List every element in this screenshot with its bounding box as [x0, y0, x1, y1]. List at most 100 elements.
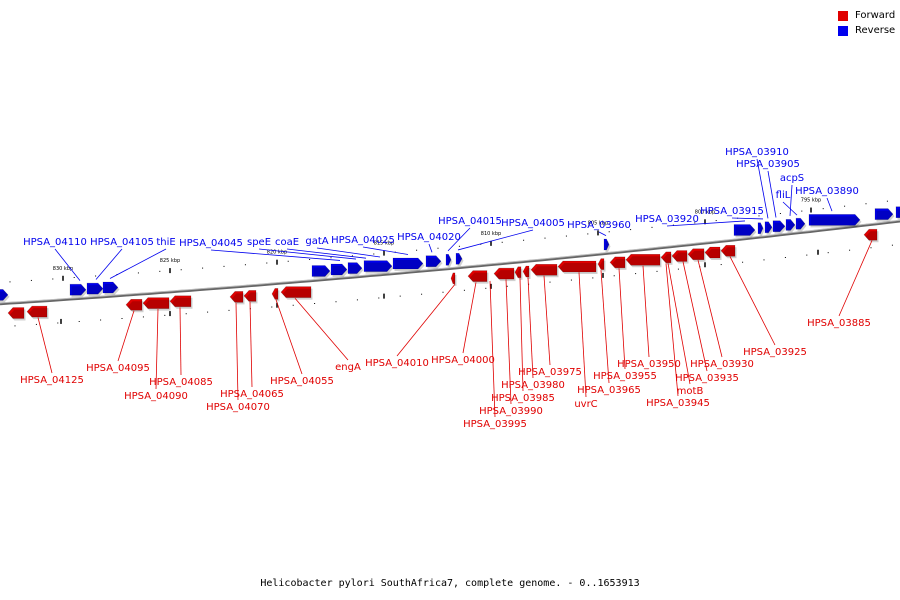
- reverse-gene-arrow[interactable]: [392, 257, 425, 271]
- forward-gene-label[interactable]: HPSA_03885: [807, 318, 871, 329]
- forward-gene-label[interactable]: HPSA_03945: [646, 398, 710, 409]
- forward-gene-label[interactable]: HPSA_03995: [463, 419, 527, 430]
- reverse-gene-label[interactable]: HPSA_04005: [501, 218, 565, 229]
- reverse-gene-arrow[interactable]: [347, 262, 364, 276]
- forward-gene-label[interactable]: HPSA_03950: [617, 359, 681, 370]
- reverse-gene-arrow[interactable]: [757, 222, 765, 236]
- forward-gene-label[interactable]: HPSA_04070: [206, 402, 270, 413]
- forward-gene-label[interactable]: HPSA_03985: [491, 393, 555, 404]
- forward-gene-arrow[interactable]: [597, 258, 606, 272]
- reverse-gene-arrow[interactable]: [785, 219, 797, 233]
- reverse-gene-arrow[interactable]: [455, 253, 464, 267]
- gene-shape: [772, 220, 786, 232]
- legend-reverse[interactable]: Reverse: [838, 23, 895, 38]
- reverse-gene-label[interactable]: HPSA_03890: [795, 186, 859, 197]
- reverse-gene-arrow[interactable]: [874, 208, 895, 222]
- forward-gene-label[interactable]: HPSA_04000: [431, 355, 495, 366]
- forward-gene-arrow[interactable]: [671, 250, 689, 264]
- reverse-gene-arrow[interactable]: [102, 281, 120, 295]
- forward-gene-label[interactable]: HPSA_04095: [86, 363, 150, 374]
- forward-gene-label[interactable]: HPSA_03965: [577, 385, 641, 396]
- reverse-gene-arrow[interactable]: [69, 283, 88, 298]
- legend-forward[interactable]: Forward: [838, 8, 895, 23]
- forward-gene-arrow[interactable]: [530, 263, 559, 278]
- reverse-gene-label[interactable]: HPSA_03960: [567, 220, 631, 231]
- reverse-gene-arrow[interactable]: [330, 263, 349, 277]
- forward-gene-arrow[interactable]: [522, 265, 531, 279]
- forward-gene-label[interactable]: HPSA_03955: [593, 371, 657, 382]
- forward-gene-label[interactable]: engA: [335, 362, 361, 373]
- forward-gene-arrow[interactable]: [7, 307, 26, 321]
- forward-gene-arrow[interactable]: [557, 260, 598, 274]
- gene-shape: [522, 265, 530, 278]
- reverse-gene-arrow[interactable]: [603, 238, 611, 252]
- reverse-gene-arrow[interactable]: [772, 220, 787, 234]
- reverse-gene-label[interactable]: HPSA_03915: [700, 206, 764, 217]
- forward-gene-arrow[interactable]: [687, 248, 706, 262]
- reverse-gene-arrow[interactable]: [445, 254, 453, 268]
- forward-gene-arrow[interactable]: [280, 286, 313, 300]
- forward-gene-arrow[interactable]: [863, 228, 879, 243]
- forward-gene-arrow[interactable]: [625, 254, 662, 268]
- forward-gene-arrow[interactable]: [609, 256, 627, 270]
- reverse-gene-arrow[interactable]: [86, 282, 105, 297]
- reverse-gene-arrow[interactable]: [895, 206, 900, 220]
- reverse-gene-label[interactable]: speE: [247, 237, 271, 248]
- forward-gene-label[interactable]: HPSA_03935: [675, 373, 739, 384]
- legend-forward-label: Forward: [855, 10, 896, 21]
- reverse-gene-label[interactable]: HPSA_03920: [635, 214, 699, 225]
- forward-gene-arrow[interactable]: [26, 305, 49, 320]
- reverse-gene-label[interactable]: HPSA_04105: [90, 237, 154, 248]
- reverse-gene-arrow[interactable]: [311, 265, 332, 279]
- reverse-gene-arrow[interactable]: [808, 214, 862, 228]
- forward-gene-label[interactable]: HPSA_04055: [270, 376, 334, 387]
- reverse-gene-label[interactable]: HPSA_03910: [725, 147, 789, 158]
- forward-gene-arrow[interactable]: [467, 270, 489, 284]
- reverse-gene-arrow[interactable]: [0, 289, 10, 303]
- forward-gene-arrow[interactable]: [514, 266, 523, 280]
- reverse-gene-arrow[interactable]: [764, 221, 774, 235]
- leader-line: [789, 184, 793, 216]
- reverse-gene-label[interactable]: acpS: [780, 173, 804, 184]
- forward-gene-label[interactable]: HPSA_03980: [501, 380, 565, 391]
- forward-gene-arrow[interactable]: [243, 290, 258, 304]
- forward-gene-arrow[interactable]: [142, 297, 171, 311]
- forward-gene-arrow[interactable]: [450, 272, 457, 286]
- forward-gene-label[interactable]: HPSA_04090: [124, 391, 188, 402]
- forward-gene-label[interactable]: HPSA_03975: [518, 367, 582, 378]
- forward-gene-arrow[interactable]: [704, 246, 722, 260]
- reverse-gene-arrow[interactable]: [795, 217, 807, 232]
- reverse-gene-label[interactable]: gatA: [305, 236, 328, 247]
- forward-gene-arrow[interactable]: [125, 298, 144, 313]
- reverse-gene-label[interactable]: HPSA_03905: [736, 159, 800, 170]
- reverse-gene-label[interactable]: fliL: [776, 190, 791, 201]
- forward-gene-label[interactable]: HPSA_04085: [149, 377, 213, 388]
- reverse-gene-label[interactable]: HPSA_04015: [438, 216, 502, 227]
- forward-gene-label[interactable]: HPSA_04125: [20, 375, 84, 386]
- reverse-gene-label[interactable]: HPSA_04020: [397, 232, 461, 243]
- reverse-gene-arrow[interactable]: [363, 260, 394, 274]
- forward-gene-arrow[interactable]: [660, 251, 673, 265]
- forward-gene-arrow[interactable]: [271, 288, 280, 302]
- forward-gene-label[interactable]: uvrC: [574, 399, 597, 410]
- reverse-gene-label[interactable]: HPSA_04110: [23, 237, 87, 248]
- forward-gene-label[interactable]: HPSA_03925: [743, 347, 807, 358]
- reverse-gene-arrow[interactable]: [425, 255, 443, 269]
- forward-gene-arrow[interactable]: [229, 291, 245, 305]
- gene-shape: [455, 253, 463, 265]
- reverse-gene-arrow[interactable]: [733, 224, 757, 238]
- reverse-gene-label[interactable]: HPSA_04025: [331, 235, 395, 246]
- forward-gene-label[interactable]: HPSA_04065: [220, 389, 284, 400]
- forward-gene-label[interactable]: HPSA_03930: [690, 359, 754, 370]
- forward-gene-arrow[interactable]: [720, 245, 737, 259]
- leader-line: [756, 158, 769, 219]
- reverse-gene-label[interactable]: coaE: [275, 237, 299, 248]
- forward-gene-label[interactable]: HPSA_04010: [365, 358, 429, 369]
- reverse-gene-label[interactable]: HPSA_04045: [179, 238, 243, 249]
- legend-reverse-label: Reverse: [855, 25, 896, 36]
- forward-gene-arrow[interactable]: [493, 267, 516, 282]
- forward-gene-arrow[interactable]: [169, 295, 193, 309]
- forward-gene-label[interactable]: motB: [677, 386, 704, 397]
- forward-gene-label[interactable]: HPSA_03990: [479, 406, 543, 417]
- reverse-gene-label[interactable]: thiE: [156, 237, 175, 248]
